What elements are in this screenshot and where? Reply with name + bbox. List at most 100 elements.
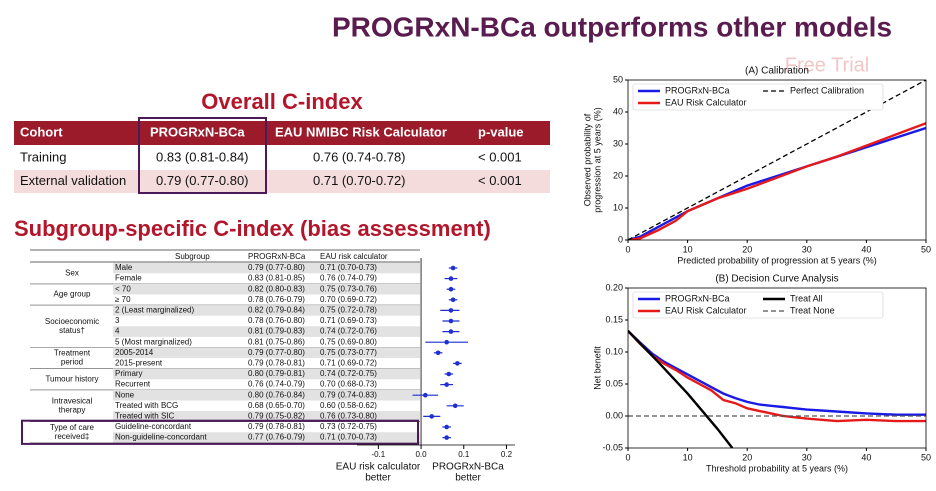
subgroup-cell: 0.75 (0.73-0.76) — [320, 284, 377, 293]
subgroup-cell: 0.81 (0.79-0.83) — [248, 327, 305, 336]
subgroup-cell: 0.76 (0.74-0.79) — [320, 274, 377, 283]
point — [444, 339, 449, 345]
legend-label: Treat None — [790, 305, 835, 315]
subgroup-cell: 0.82 (0.80-0.83) — [248, 284, 305, 293]
highlight-box — [138, 117, 267, 194]
row-shade — [113, 389, 420, 401]
plot-frame — [627, 79, 927, 241]
y-tick-label: 0.10 — [605, 346, 623, 356]
legend-label: Perfect Calibration — [790, 85, 864, 95]
y-tick-label: 0.20 — [605, 282, 623, 292]
table-cell: 0.79 (0.77-0.80) — [156, 173, 249, 188]
chart-title: (A) Calibration — [745, 66, 809, 77]
x-tick-label: 30 — [802, 244, 812, 254]
subgroup-cell: 0.75 (0.73-0.77) — [320, 348, 377, 357]
chart-title: (B) Decision Curve Analysis — [715, 274, 838, 285]
subgroup-cell: Female — [115, 274, 142, 283]
subgroup-cell: 0.74 (0.72-0.75) — [320, 369, 377, 378]
table-header-cell: p-value — [478, 124, 524, 139]
subgroup-cell: 2 (Least marginalized) — [115, 306, 194, 315]
point — [455, 361, 460, 366]
y-tick-label: 20 — [613, 170, 623, 180]
legend-label: PROGRxN-BCa — [665, 293, 730, 303]
x-axis-label: Predicted probability of progression at … — [677, 255, 877, 265]
subgroup-cell: Non-guideline-concordant — [115, 433, 207, 442]
highlight-box — [21, 419, 419, 445]
subgroup-cell: 0.70 (0.68-0.73) — [320, 380, 377, 389]
point — [448, 318, 454, 324]
x-tick-label: 10 — [683, 452, 693, 462]
y-tick-label: 10 — [613, 202, 623, 212]
subgroup-cell: 0.75 (0.69-0.80) — [320, 337, 377, 346]
watermark: Free Trial — [785, 54, 869, 76]
subgroup-cell: 0.76 (0.74-0.79) — [248, 380, 305, 389]
table-cell: < 0.001 — [478, 173, 522, 188]
series-line — [628, 330, 926, 423]
x-tick-label: 50 — [921, 452, 931, 462]
x-tick-label: 40 — [861, 452, 871, 462]
axis-label: PROGRxN-BCa — [432, 462, 504, 473]
point — [452, 403, 458, 409]
subgroup-cell: None — [115, 390, 135, 399]
group-label: received‡ — [55, 432, 90, 441]
series-line — [628, 122, 926, 240]
subgroup-cell: ≥ 70 — [115, 295, 131, 304]
table-cell: 0.71 (0.70-0.72) — [313, 173, 406, 188]
group-label: Intravesical — [52, 396, 93, 405]
group-label: Sex — [65, 268, 79, 277]
subgroup-cell: 0.74 (0.72-0.76) — [320, 327, 377, 336]
slide-title: PROGRxN-BCa outperforms other models — [332, 11, 892, 42]
subgroup-cell: Male — [115, 263, 133, 272]
subgroup-cell: Treated with SIC — [115, 412, 175, 421]
group-label: Socioeconomic — [45, 317, 99, 326]
subgroup-cell: 0.71 (0.69-0.73) — [320, 316, 377, 325]
subgroup-cell: 2005-2014 — [115, 348, 154, 357]
x-tick-label: 10 — [683, 244, 693, 254]
x-tick-label: 0 — [625, 452, 630, 462]
x-tick-label: 50 — [921, 244, 931, 254]
y-axis-label: progression at 5 years (%) — [592, 107, 602, 213]
point — [446, 371, 452, 377]
subgroup-cell: 0.79 (0.77-0.80) — [248, 348, 305, 357]
legend-label: Treat All — [790, 293, 823, 303]
point — [450, 297, 456, 303]
x-tick-label: 0.0 — [415, 450, 427, 459]
table-header-cell: Cohort — [20, 124, 63, 139]
subgroup-cell: 0.71 (0.70-0.73) — [320, 263, 377, 272]
table-cell: 0.76 (0.74-0.78) — [313, 149, 406, 164]
x-tick-label: 20 — [742, 244, 752, 254]
table-row-bg — [14, 170, 550, 193]
point — [444, 382, 449, 387]
x-tick-label: 40 — [861, 244, 871, 254]
subgroup-cell: 0.83 (0.81-0.85) — [248, 274, 305, 283]
row-shade — [113, 262, 420, 274]
y-tick-label: 30 — [613, 138, 623, 148]
point — [448, 308, 454, 313]
x-tick-label: 0.2 — [501, 450, 513, 459]
legend-label: PROGRxN-BCa — [665, 85, 730, 95]
subgroup-header-cell: EAU risk calculator — [320, 252, 388, 261]
point — [450, 265, 456, 271]
group-label: Tumour history — [45, 374, 98, 383]
subgroup-cell: 0.79 (0.75-0.82) — [248, 412, 305, 421]
group-label: period — [61, 358, 83, 367]
subgroup-cell: 0.79 (0.78-0.81) — [248, 422, 305, 431]
subgroup-cell: 5 (Most marginalized) — [115, 337, 192, 346]
table-cell: 0.83 (0.81-0.84) — [156, 149, 249, 164]
subgroup-cell: 0.76 (0.73-0.80) — [320, 412, 377, 421]
point — [444, 424, 449, 430]
x-tick-label: 0.1 — [458, 450, 470, 459]
subgroup-cell: 0.79 (0.74-0.83) — [320, 390, 377, 399]
subgroup-cell: 0.70 (0.69-0.72) — [320, 295, 377, 304]
row-shade — [113, 347, 420, 359]
overall-title: Overall C-index — [201, 89, 363, 114]
point — [448, 276, 454, 281]
subgroup-cell: 0.77 (0.76-0.79) — [248, 433, 305, 442]
legend-label: EAU Risk Calculator — [665, 97, 747, 107]
subgroup-header-cell: PROGRxN-BCa — [248, 252, 306, 261]
subgroup-cell: 0.78 (0.76-0.80) — [248, 316, 305, 325]
legend-label: EAU Risk Calculator — [665, 305, 747, 315]
subgroup-cell: 4 — [115, 327, 120, 336]
